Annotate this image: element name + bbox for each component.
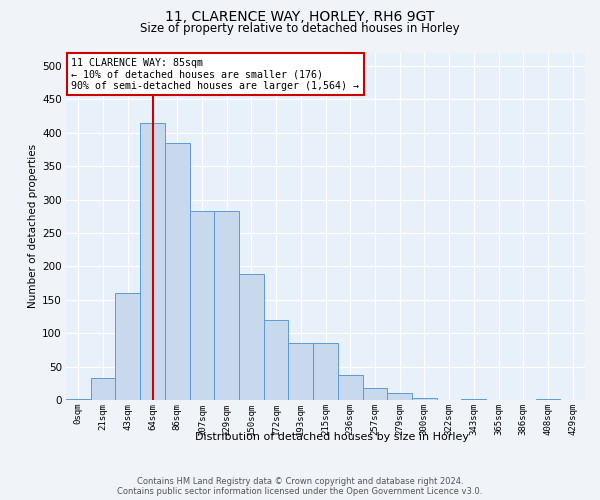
Bar (461, 398, 486, 400)
Bar (264, 320, 289, 400)
Text: 11 CLARENCE WAY: 85sqm
← 10% of detached houses are smaller (176)
90% of semi-de: 11 CLARENCE WAY: 85sqm ← 10% of detached… (71, 58, 359, 91)
Bar (66, 398, 91, 400)
Text: Size of property relative to detached houses in Horley: Size of property relative to detached ho… (140, 22, 460, 35)
Bar (140, 122, 165, 400)
Y-axis label: Number of detached properties: Number of detached properties (28, 144, 38, 308)
Bar (412, 398, 437, 400)
Bar (362, 388, 387, 400)
Bar (338, 374, 362, 400)
Bar (313, 343, 338, 400)
Text: Distribution of detached houses by size in Horley: Distribution of detached houses by size … (195, 432, 469, 442)
Bar (289, 343, 313, 400)
Bar (214, 211, 239, 400)
Bar (91, 378, 115, 400)
Bar (115, 293, 140, 400)
Bar (190, 211, 214, 400)
Text: Contains HM Land Registry data © Crown copyright and database right 2024.
Contai: Contains HM Land Registry data © Crown c… (118, 476, 482, 496)
Bar (165, 142, 190, 400)
Bar (387, 394, 412, 400)
Bar (239, 274, 264, 400)
Text: 11, CLARENCE WAY, HORLEY, RH6 9GT: 11, CLARENCE WAY, HORLEY, RH6 9GT (166, 10, 434, 24)
